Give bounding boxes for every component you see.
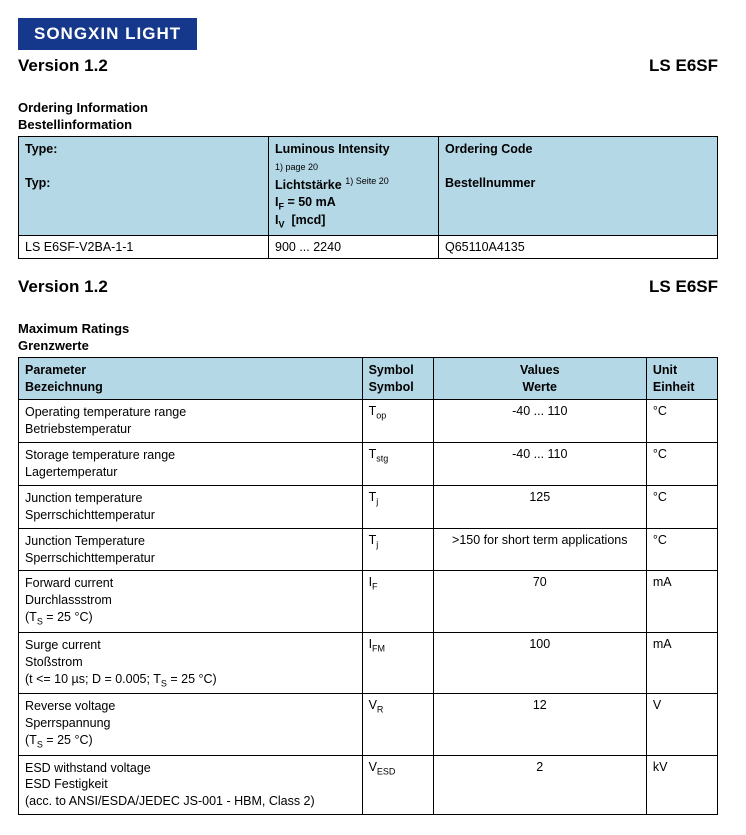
param-cell: Reverse voltageSperrspannung(TS = 25 °C) — [19, 694, 363, 755]
table-row: Operating temperature rangeBetriebstempe… — [19, 400, 718, 443]
version-row-1: Version 1.2 LS E6SF — [18, 56, 718, 76]
symbol-cell: Tstg — [362, 443, 433, 486]
ratings-section-title: Maximum Ratings Grenzwerte — [18, 321, 718, 355]
table-row: Junction temperatureSperrschichttemperat… — [19, 485, 718, 528]
symbol-cell: Tj — [362, 528, 433, 571]
ratings-head-symbol: Symbol Symbol — [362, 357, 433, 400]
param-cell: ESD withstand voltageESD Festigkeit(acc.… — [19, 755, 363, 815]
ratings-title-de: Grenzwerte — [18, 338, 89, 353]
param-cell: Storage temperature rangeLagertemperatur — [19, 443, 363, 486]
unit-cell: mA — [646, 632, 717, 693]
ordering-head-type: Type: Typ: — [19, 136, 269, 235]
ordering-title-de: Bestellinformation — [18, 117, 132, 132]
unit-cell: V — [646, 694, 717, 755]
symbol-cell: Tj — [362, 485, 433, 528]
ordering-table: Type: Typ: Luminous Intensity 1) page 20… — [18, 136, 718, 259]
head-val-en: Values — [520, 363, 560, 377]
version-label-2: Version 1.2 — [18, 277, 108, 297]
symbol-cell: Top — [362, 400, 433, 443]
version-row-2: Version 1.2 LS E6SF — [18, 277, 718, 297]
unit-cell: °C — [646, 443, 717, 486]
head-order-de: Bestellnummer — [445, 176, 535, 190]
ratings-title-en: Maximum Ratings — [18, 321, 129, 336]
table-row: Storage temperature rangeLagertemperatur… — [19, 443, 718, 486]
table-row: Forward currentDurchlassstrom(TS = 25 °C… — [19, 571, 718, 632]
head-if: IF = 50 mA — [275, 195, 336, 209]
symbol-cell: VR — [362, 694, 433, 755]
unit-cell: mA — [646, 571, 717, 632]
value-cell: 125 — [433, 485, 646, 528]
product-code-2: LS E6SF — [649, 277, 718, 297]
head-iv: IV [mcd] — [275, 213, 325, 227]
table-row: Reverse voltageSperrspannung(TS = 25 °C)… — [19, 694, 718, 755]
version-label: Version 1.2 — [18, 56, 108, 76]
unit-cell: °C — [646, 400, 717, 443]
param-cell: Junction TemperatureSperrschichttemperat… — [19, 528, 363, 571]
head-param-en: Parameter — [25, 363, 86, 377]
row-code: Q65110A4135 — [439, 235, 718, 258]
value-cell: 100 — [433, 632, 646, 693]
param-cell: Forward currentDurchlassstrom(TS = 25 °C… — [19, 571, 363, 632]
ordering-title-en: Ordering Information — [18, 100, 148, 115]
table-row: LS E6SF-V2BA-1-1 900 ... 2240 Q65110A413… — [19, 235, 718, 258]
head-lum-de: Lichtstärke — [275, 178, 342, 192]
head-lum-en: Luminous Intensity — [275, 142, 390, 156]
product-code: LS E6SF — [649, 56, 718, 76]
ordering-section-title: Ordering Information Bestellinformation — [18, 100, 718, 134]
head-unit-en: Unit — [653, 363, 677, 377]
symbol-cell: IFM — [362, 632, 433, 693]
head-sym-de: Symbol — [369, 380, 414, 394]
ratings-head-param: Parameter Bezeichnung — [19, 357, 363, 400]
ordering-head-lum: Luminous Intensity 1) page 20 Lichtstärk… — [269, 136, 439, 235]
param-cell: Surge currentStoßstrom(t <= 10 µs; D = 0… — [19, 632, 363, 693]
head-lum-de-note: 1) Seite 20 — [345, 176, 389, 186]
unit-cell: kV — [646, 755, 717, 815]
param-cell: Junction temperatureSperrschichttemperat… — [19, 485, 363, 528]
ordering-head-code: Ordering Code Bestellnummer — [439, 136, 718, 235]
param-cell: Operating temperature rangeBetriebstempe… — [19, 400, 363, 443]
unit-cell: °C — [646, 485, 717, 528]
table-row: ESD withstand voltageESD Festigkeit(acc.… — [19, 755, 718, 815]
ratings-head-values: Values Werte — [433, 357, 646, 400]
ratings-head-unit: Unit Einheit — [646, 357, 717, 400]
head-type-de: Typ: — [25, 176, 50, 190]
symbol-cell: VESD — [362, 755, 433, 815]
table-row: Surge currentStoßstrom(t <= 10 µs; D = 0… — [19, 632, 718, 693]
symbol-cell: IF — [362, 571, 433, 632]
head-unit-de: Einheit — [653, 380, 695, 394]
table-row: Junction TemperatureSperrschichttemperat… — [19, 528, 718, 571]
value-cell: 2 — [433, 755, 646, 815]
value-cell: -40 ... 110 — [433, 400, 646, 443]
head-type-en: Type: — [25, 142, 57, 156]
head-lum-note: 1) page 20 — [275, 162, 318, 172]
value-cell: -40 ... 110 — [433, 443, 646, 486]
value-cell: 12 — [433, 694, 646, 755]
head-val-de: Werte — [523, 380, 558, 394]
head-sym-en: Symbol — [369, 363, 414, 377]
head-order-en: Ordering Code — [445, 142, 533, 156]
unit-cell: °C — [646, 528, 717, 571]
row-type: LS E6SF-V2BA-1-1 — [19, 235, 269, 258]
brand-logo: SONGXIN LIGHT — [18, 18, 197, 50]
value-cell: 70 — [433, 571, 646, 632]
row-iv: 900 ... 2240 — [269, 235, 439, 258]
head-param-de: Bezeichnung — [25, 380, 103, 394]
value-cell: >150 for short term applications — [433, 528, 646, 571]
ratings-table: Parameter Bezeichnung Symbol Symbol Valu… — [18, 357, 718, 816]
